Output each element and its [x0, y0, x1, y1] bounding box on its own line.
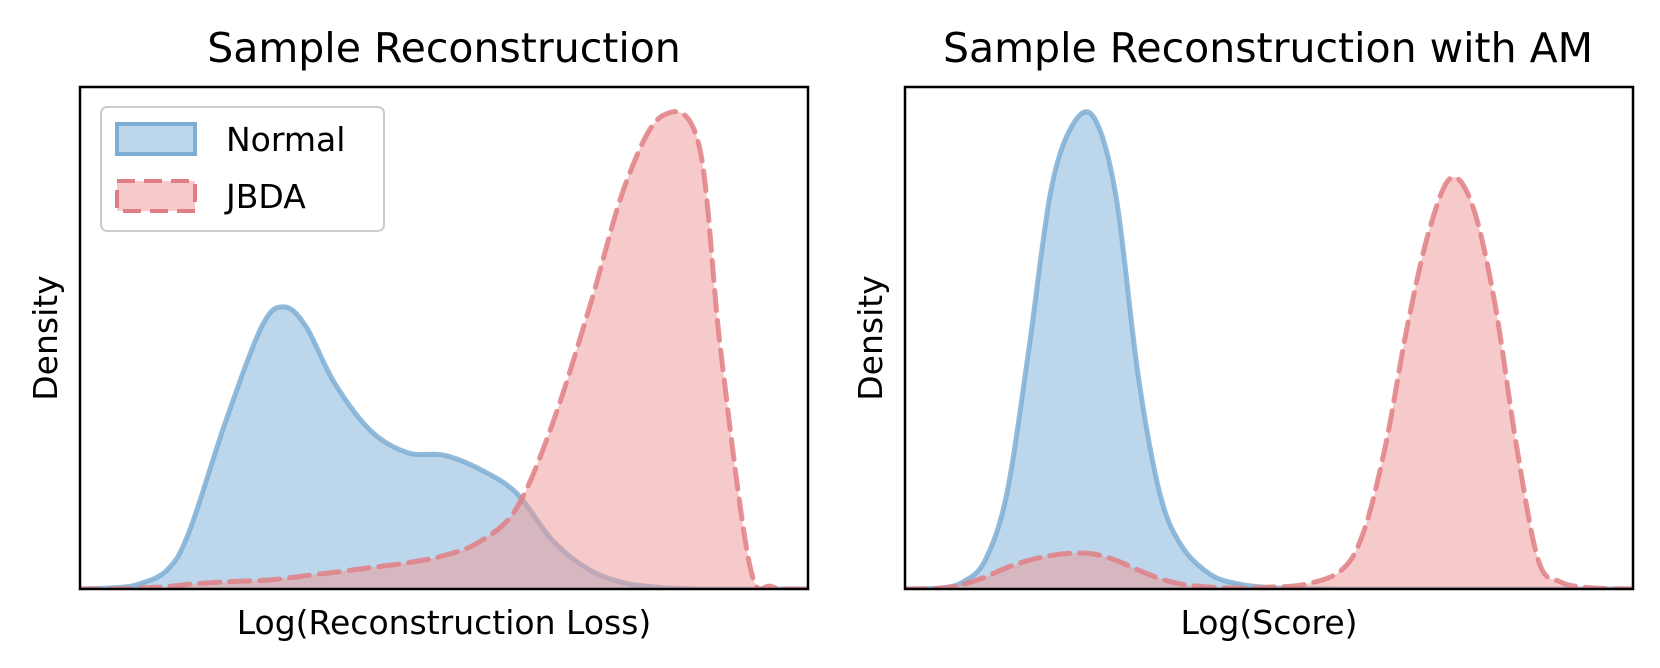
right-jbda-density-line — [905, 174, 1633, 589]
left-normal-density-line — [80, 304, 808, 589]
right-normal-density-line — [905, 109, 1633, 589]
left-axes-frame — [78, 85, 810, 591]
right-jbda-density-area — [905, 177, 1633, 589]
right-x-axis-label: Log(Score) — [1180, 603, 1357, 642]
right-panel-title: Sample Reconstruction with AM — [943, 24, 1593, 72]
left-y-axis-label: Density — [26, 275, 65, 400]
right-normal-density-area — [905, 111, 1633, 589]
left-panel-title: Sample Reconstruction — [207, 24, 681, 72]
legend-label-normal: Normal — [226, 120, 345, 159]
right-axes-frame — [903, 85, 1635, 591]
left-jbda-density-line — [80, 109, 808, 589]
right-plot-area — [905, 109, 1633, 589]
right-panel: Sample Reconstruction with AM Log(Score)… — [851, 24, 1635, 642]
legend-label-jbda: JBDA — [224, 177, 306, 216]
left-normal-density-area — [80, 306, 808, 589]
left-panel: Sample Reconstruction Log(Reconstruction… — [26, 24, 810, 642]
left-x-axis-label: Log(Reconstruction Loss) — [237, 603, 652, 642]
legend-swatch-normal — [115, 122, 197, 156]
legend-swatch-jbda — [115, 179, 197, 213]
left-plot-area — [80, 109, 808, 589]
left-jbda-density-area — [80, 111, 808, 589]
right-y-axis-label: Density — [851, 275, 890, 400]
legend: Normal JBDA — [100, 106, 385, 232]
